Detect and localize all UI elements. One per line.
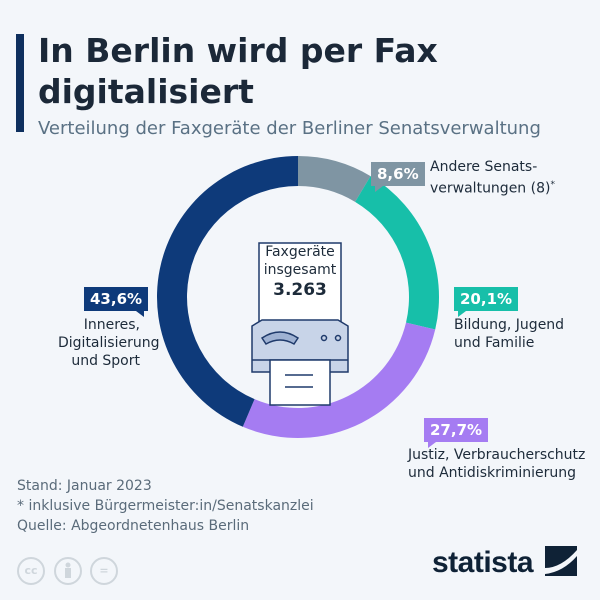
page-title: In Berlin wird per Fax digitalisiert	[38, 30, 438, 112]
donut-slice-4	[157, 156, 298, 427]
center-total-value: 3.263	[273, 280, 327, 300]
by-icon[interactable]	[54, 557, 82, 585]
donut-slice-2	[355, 176, 439, 330]
footer-note: * inklusive Bürgermeister:in/Senatskanzl…	[17, 498, 314, 514]
data-label-bildung: 20,1%	[454, 287, 519, 317]
category-label-justiz: Justiz, Verbraucherschutz und Antidiskrim…	[408, 447, 586, 481]
title-line-2: digitalisiert	[38, 72, 254, 111]
category-label-bildung: Bildung, Jugend und Familie	[454, 317, 565, 351]
fax-machine-icon	[251, 242, 349, 406]
data-label-inneres: 43,6%	[84, 287, 149, 317]
footer-stand: Stand: Januar 2023	[17, 478, 152, 494]
center-total: Faxgeräte insgesamt 3.263	[259, 243, 341, 313]
data-label-andere: 8,6%	[371, 162, 425, 192]
category-label-andere: Andere Senats-verwaltungen (8)*	[430, 159, 555, 197]
footer-source: Quelle: Abgeordnetenhaus Berlin	[17, 518, 250, 534]
title-accent-bar	[16, 34, 24, 132]
center-label-2: insgesamt	[263, 262, 337, 278]
statista-logo-icon	[544, 546, 577, 576]
cc-icon[interactable]: cc	[17, 557, 45, 585]
center-label-1: Faxgeräte	[265, 244, 335, 260]
data-label-justiz: 27,7%	[424, 418, 489, 448]
subtitle: Verteilung der Faxgeräte der Berliner Se…	[38, 118, 541, 139]
nd-icon[interactable]: =	[90, 557, 118, 585]
donut-slice-3	[242, 322, 436, 438]
category-label-inneres: Inneres, Digitalisierung und Sport	[58, 317, 160, 369]
donut-slice-1	[298, 156, 371, 202]
statista-logo[interactable]: statista	[432, 546, 577, 580]
title-line-1: In Berlin wird per Fax	[38, 31, 438, 70]
